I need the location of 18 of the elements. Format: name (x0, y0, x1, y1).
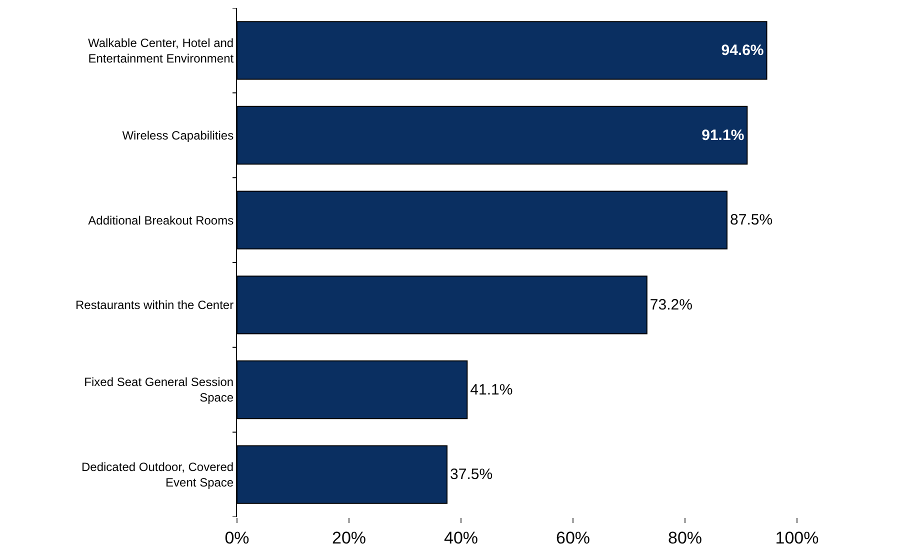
y-tick-label: Dedicated Outdoor, Covered Event Space (82, 460, 234, 490)
y-tick-label: Restaurants within the Center (76, 298, 234, 312)
x-tick-label: 20% (332, 528, 366, 548)
x-tick-label: 40% (444, 528, 478, 548)
data-label: 94.6% (721, 42, 764, 59)
x-tick-label: 60% (556, 528, 590, 548)
x-tick-label: 0% (224, 528, 250, 548)
data-label: 73.2% (650, 296, 692, 314)
data-label: 41.1% (470, 381, 513, 398)
x-tick-label: 80% (668, 528, 702, 548)
y-tick-label: Fixed Seat General Session Space (84, 375, 234, 405)
y-tick-label: Walkable Center, Hotel and Entertainment Environment (88, 36, 234, 66)
data-label: 37.5% (450, 466, 493, 484)
data-label: 91.1% (702, 126, 744, 144)
x-tick-label: 100% (775, 528, 819, 548)
y-tick-label: Additional Breakout Rooms (88, 213, 234, 228)
data-label: 87.5% (730, 212, 773, 229)
y-tick-label: Wireless Capabilities (122, 128, 234, 142)
